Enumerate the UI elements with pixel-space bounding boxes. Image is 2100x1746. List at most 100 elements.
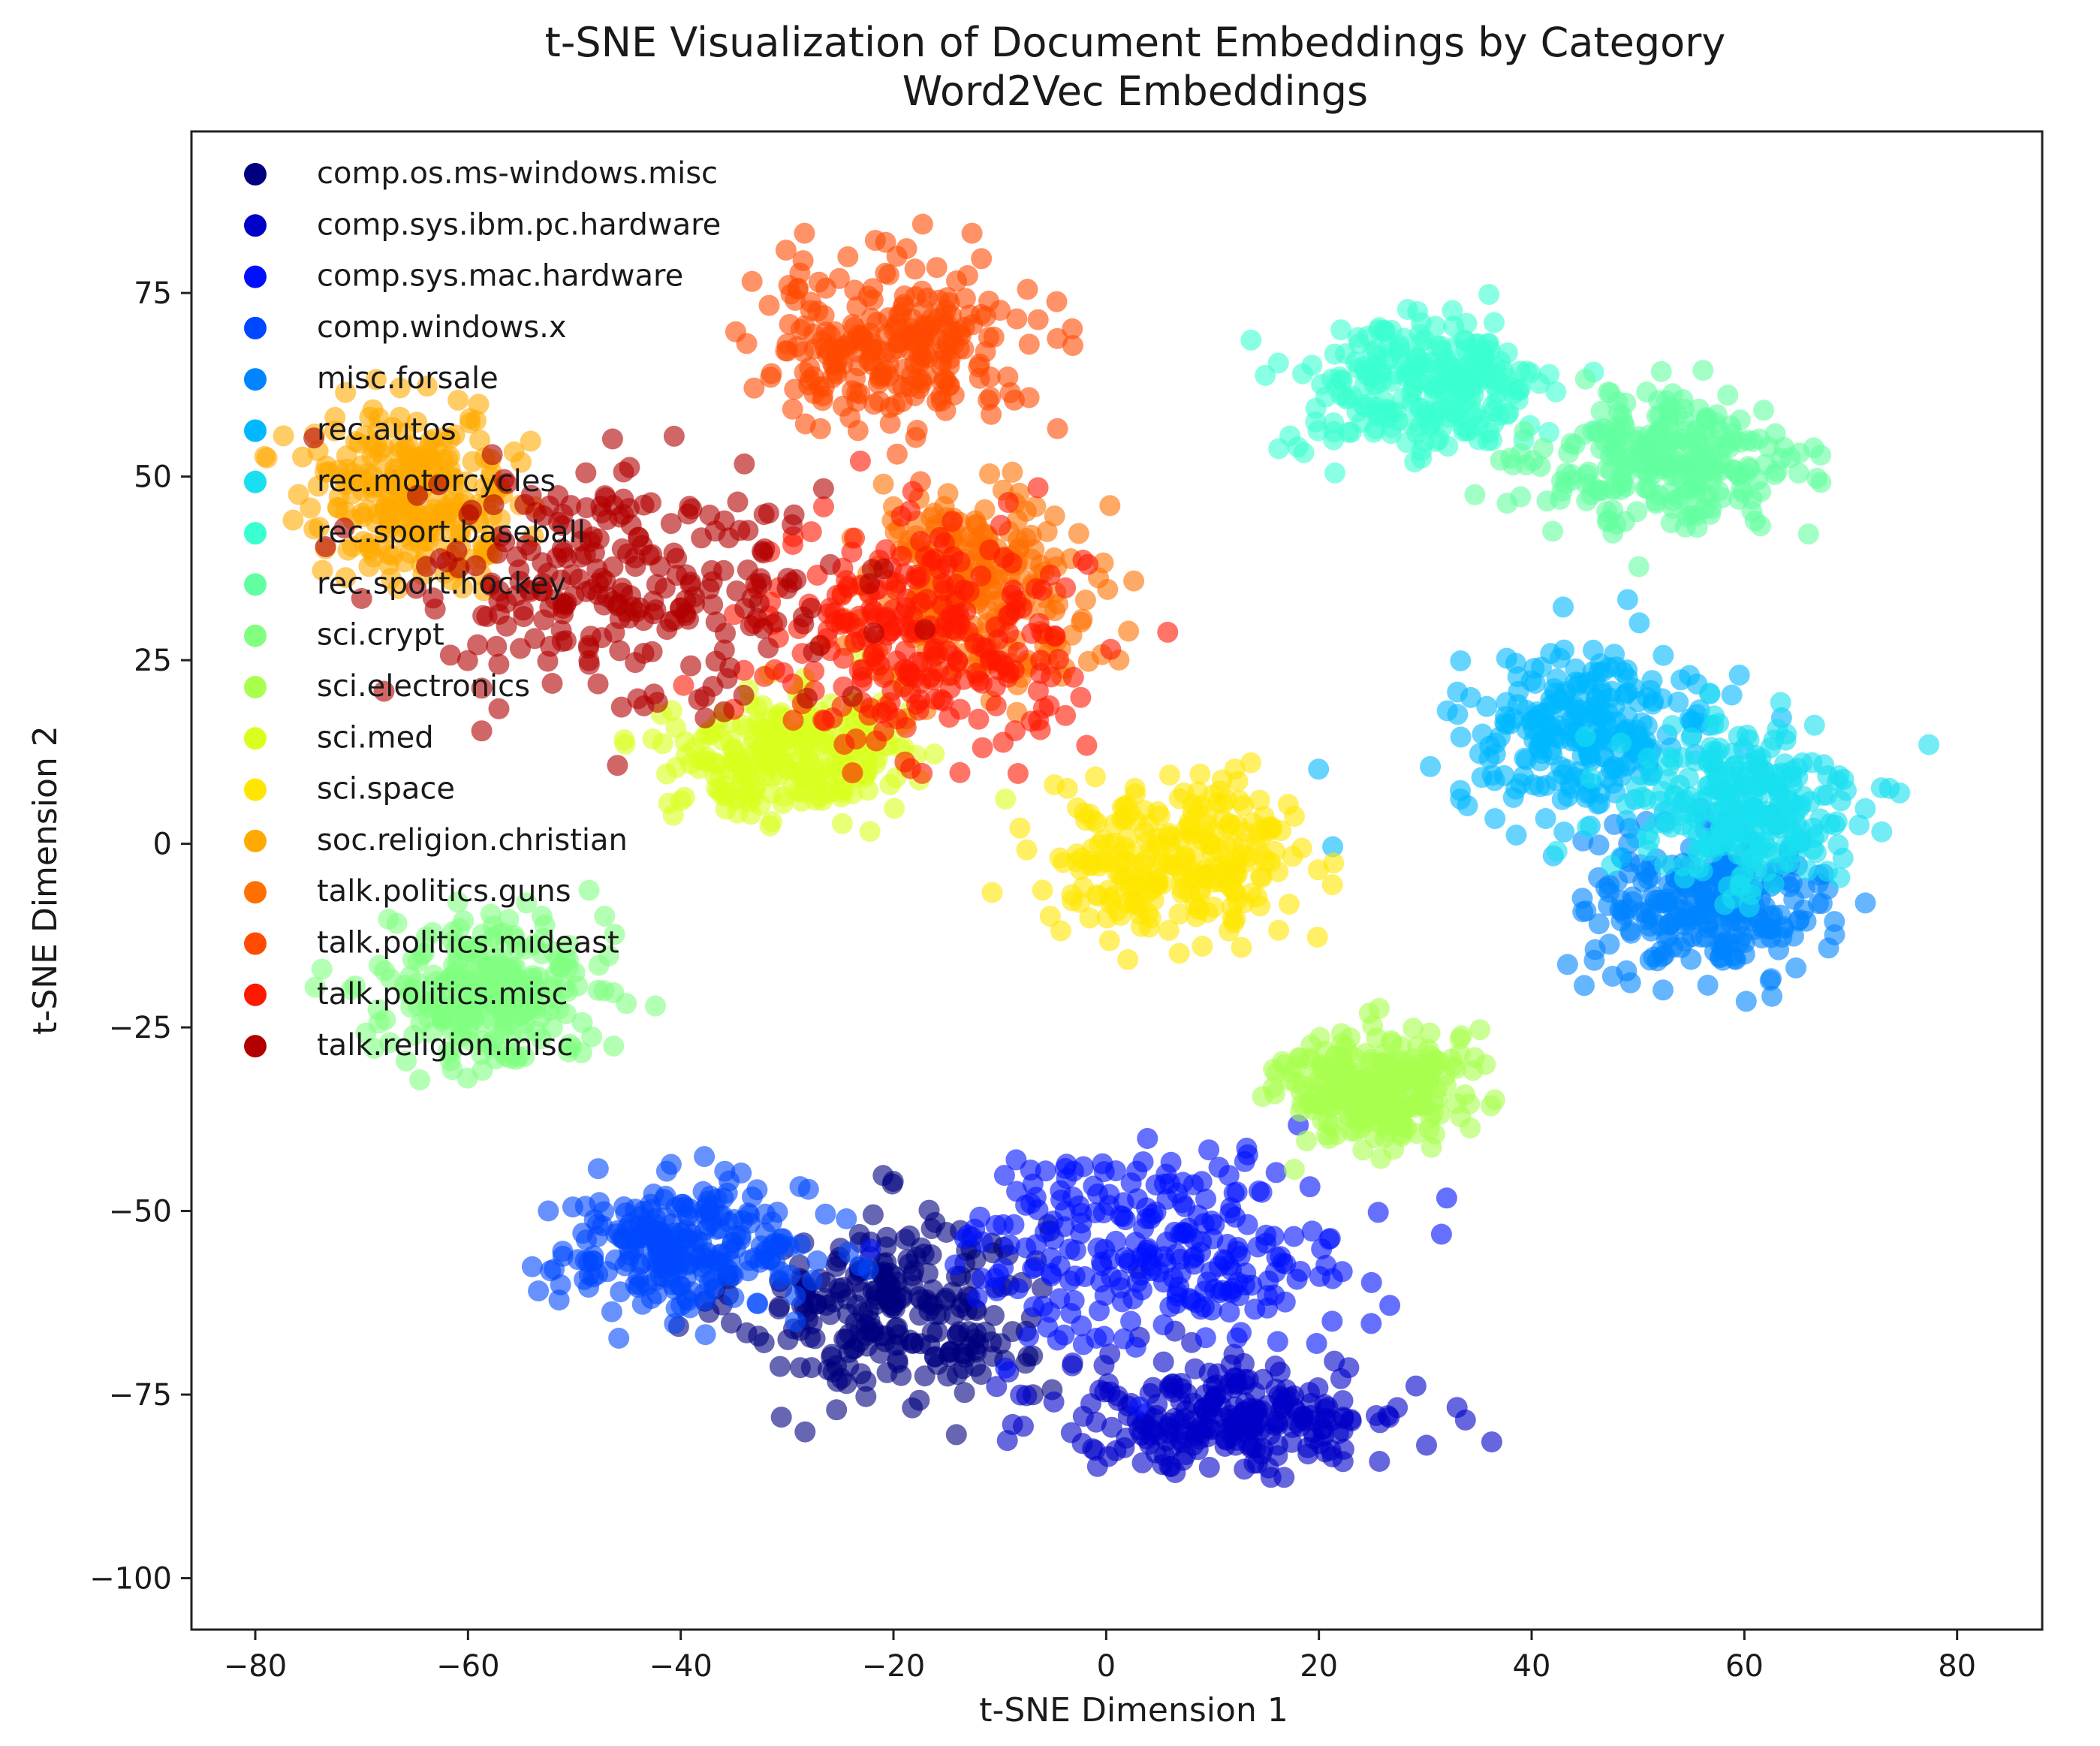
scatter-point bbox=[1223, 912, 1245, 933]
scatter-point bbox=[1018, 1325, 1039, 1347]
scatter-point bbox=[447, 891, 469, 913]
scatter-point bbox=[899, 339, 921, 361]
scatter-point bbox=[1263, 1415, 1285, 1436]
scatter-point bbox=[1059, 1238, 1080, 1260]
scatter-point bbox=[1332, 1051, 1354, 1072]
scatter-point bbox=[358, 556, 380, 577]
scatter-point bbox=[785, 1285, 806, 1307]
scatter-point bbox=[441, 1059, 463, 1081]
scatter-point bbox=[408, 995, 429, 1016]
scatter-point bbox=[932, 372, 954, 394]
scatter-point bbox=[476, 955, 498, 977]
scatter-point bbox=[701, 559, 722, 581]
scatter-point bbox=[714, 1160, 736, 1182]
scatter-point bbox=[333, 517, 355, 539]
scatter-point bbox=[1356, 1073, 1378, 1095]
scatter-point bbox=[551, 631, 573, 653]
scatter-point bbox=[1257, 1285, 1279, 1307]
scatter-point bbox=[1510, 486, 1532, 508]
scatter-point bbox=[514, 1012, 536, 1034]
scatter-point bbox=[902, 1397, 923, 1419]
scatter-point bbox=[1111, 809, 1133, 831]
scatter-point bbox=[931, 594, 953, 616]
scatter-point bbox=[779, 314, 800, 335]
scatter-point bbox=[739, 767, 761, 789]
scatter-point bbox=[1411, 448, 1433, 469]
chart-subtitle: Word2Vec Embeddings bbox=[902, 68, 1368, 115]
scatter-point bbox=[1126, 1271, 1148, 1293]
scatter-point bbox=[1265, 1162, 1287, 1184]
scatter-point bbox=[842, 762, 863, 784]
legend-label: misc.forsale bbox=[317, 361, 499, 396]
scatter-point bbox=[389, 377, 411, 399]
scatter-point bbox=[604, 924, 625, 945]
scatter-point bbox=[1062, 666, 1084, 688]
scatter-point bbox=[1091, 1255, 1113, 1277]
scatter-point bbox=[1142, 1377, 1164, 1398]
scatter-point bbox=[1735, 991, 1757, 1012]
scatter-point bbox=[498, 991, 520, 1012]
scatter-point bbox=[1099, 495, 1121, 517]
scatter-point bbox=[435, 509, 457, 531]
scatter-point bbox=[1669, 805, 1691, 827]
scatter-point bbox=[482, 927, 504, 948]
scatter-point bbox=[481, 572, 502, 594]
scatter-point bbox=[1035, 1160, 1056, 1182]
x-tick-label: 80 bbox=[1938, 1649, 1976, 1684]
scatter-point bbox=[578, 653, 600, 675]
scatter-point bbox=[1305, 397, 1327, 419]
scatter-point bbox=[743, 377, 765, 399]
scatter-point bbox=[1760, 927, 1782, 948]
scatter-point bbox=[481, 994, 502, 1016]
scatter-point bbox=[1411, 331, 1433, 352]
scatter-point bbox=[691, 1232, 713, 1253]
scatter-point bbox=[920, 1218, 942, 1240]
scatter-point bbox=[894, 751, 916, 773]
scatter-point bbox=[1436, 1187, 1457, 1209]
scatter-point bbox=[953, 579, 975, 601]
scatter-point bbox=[844, 527, 866, 549]
scatter-point bbox=[1041, 1262, 1062, 1284]
scatter-point bbox=[1738, 729, 1760, 751]
scatter-point bbox=[1803, 714, 1825, 736]
scatter-point bbox=[1805, 842, 1827, 864]
scatter-point bbox=[1269, 1362, 1291, 1383]
scatter-point bbox=[789, 1357, 811, 1379]
scatter-point bbox=[1588, 834, 1610, 856]
scatter-point bbox=[1290, 1261, 1312, 1282]
scatter-point bbox=[562, 1196, 583, 1218]
scatter-point bbox=[1366, 345, 1388, 366]
scatter-point bbox=[849, 451, 871, 472]
scatter-point bbox=[1654, 854, 1675, 876]
scatter-point bbox=[575, 462, 597, 484]
scatter-point bbox=[1425, 431, 1447, 452]
scatter-point bbox=[813, 496, 834, 517]
scatter-point bbox=[598, 945, 619, 966]
scatter-point bbox=[636, 1216, 658, 1238]
scatter-point bbox=[532, 943, 553, 965]
scatter-point bbox=[878, 307, 899, 329]
scatter-point bbox=[643, 590, 664, 612]
scatter-point bbox=[1113, 1328, 1134, 1349]
scatter-point bbox=[1767, 719, 1788, 740]
scatter-point bbox=[468, 394, 490, 415]
scatter-point bbox=[447, 389, 469, 411]
scatter-point bbox=[1070, 686, 1092, 708]
scatter-point bbox=[663, 542, 685, 564]
scatter-point bbox=[1797, 860, 1818, 882]
scatter-point bbox=[1168, 788, 1190, 810]
scatter-point bbox=[1622, 886, 1644, 908]
scatter-point bbox=[753, 1332, 775, 1353]
scatter-point bbox=[879, 692, 901, 713]
scatter-point bbox=[488, 698, 510, 719]
scatter-point bbox=[1363, 1099, 1384, 1120]
scatter-point bbox=[1789, 828, 1811, 850]
scatter-point bbox=[1616, 589, 1638, 611]
scatter-point bbox=[480, 903, 502, 925]
scatter-point bbox=[520, 430, 541, 452]
scatter-point bbox=[483, 494, 505, 516]
scatter-point bbox=[836, 1208, 857, 1229]
scatter-point bbox=[448, 557, 470, 579]
scatter-point bbox=[528, 1280, 550, 1301]
scatter-point bbox=[384, 472, 405, 494]
